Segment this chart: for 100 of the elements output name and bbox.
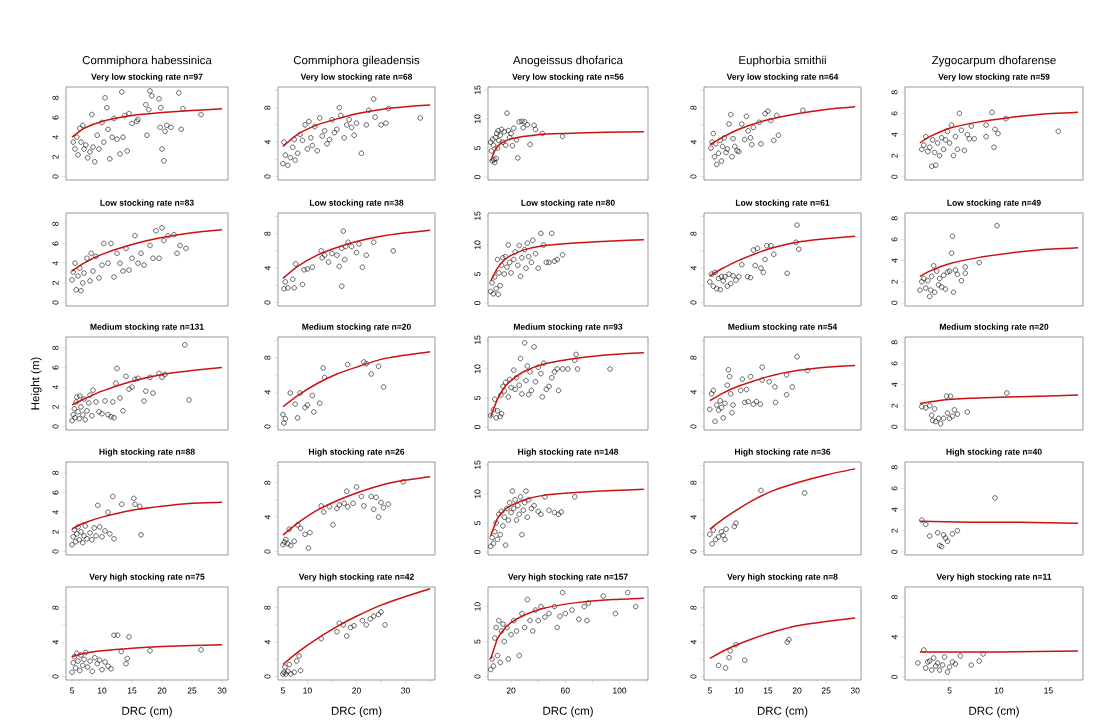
- point: [551, 509, 558, 516]
- point: [543, 259, 549, 265]
- point: [321, 509, 327, 515]
- point: [750, 401, 757, 407]
- point: [74, 134, 80, 140]
- point: [138, 532, 144, 538]
- point: [756, 119, 762, 125]
- point: [774, 112, 780, 119]
- point: [317, 115, 323, 121]
- point: [555, 511, 562, 517]
- point: [927, 533, 933, 539]
- point: [126, 634, 132, 640]
- point: [497, 532, 503, 538]
- point: [101, 240, 107, 247]
- point: [342, 256, 348, 263]
- point: [119, 501, 125, 507]
- point: [371, 96, 377, 102]
- point: [501, 514, 507, 520]
- point: [949, 659, 956, 665]
- point: [373, 494, 379, 500]
- point: [105, 126, 111, 132]
- point: [919, 404, 925, 410]
- point: [496, 270, 502, 276]
- x-tick-label: 30: [217, 687, 227, 694]
- point: [80, 540, 86, 546]
- point: [489, 656, 495, 662]
- point: [81, 656, 87, 662]
- point: [933, 663, 939, 669]
- point: [149, 93, 155, 99]
- y-tick-label: 8: [891, 216, 898, 221]
- point: [715, 275, 722, 282]
- point: [726, 374, 733, 380]
- line-series: [282, 475, 431, 536]
- point: [311, 409, 317, 415]
- point: [75, 409, 81, 415]
- point: [97, 657, 103, 663]
- y-tick-label: 4: [690, 265, 697, 271]
- point: [923, 665, 929, 671]
- point: [729, 154, 735, 160]
- point: [708, 145, 714, 151]
- point: [182, 342, 188, 348]
- point: [114, 136, 120, 142]
- point: [344, 488, 350, 494]
- point: [336, 620, 342, 626]
- point: [359, 264, 365, 270]
- y-tick-label: 6: [52, 115, 59, 120]
- point: [923, 134, 929, 140]
- point: [92, 655, 98, 661]
- point: [730, 136, 736, 142]
- point: [84, 255, 90, 261]
- point: [73, 539, 79, 545]
- point: [99, 262, 105, 268]
- point: [91, 525, 97, 531]
- point: [508, 130, 514, 137]
- point: [929, 163, 935, 169]
- line-series: [282, 587, 431, 666]
- point: [288, 671, 294, 677]
- point: [721, 135, 727, 141]
- point: [921, 142, 927, 148]
- point: [69, 418, 75, 424]
- point: [345, 361, 351, 368]
- chart-title: Anogeissus dhofarica: [513, 55, 623, 67]
- point: [111, 632, 117, 638]
- line-series: [282, 350, 431, 408]
- point: [946, 664, 953, 670]
- chart-title: High stocking rate n=40: [946, 448, 1042, 457]
- point: [120, 268, 126, 274]
- point: [143, 388, 149, 394]
- point: [633, 603, 639, 610]
- point: [524, 363, 530, 369]
- point: [330, 522, 336, 528]
- point: [522, 119, 528, 125]
- point: [710, 527, 716, 533]
- point: [82, 417, 88, 423]
- point: [504, 624, 510, 631]
- point: [720, 278, 726, 284]
- y-tick-label: 4: [891, 382, 898, 387]
- point: [318, 503, 324, 509]
- point: [747, 135, 754, 141]
- point: [712, 269, 718, 276]
- y-tick-label: 4: [52, 510, 59, 515]
- point: [944, 538, 951, 544]
- point: [488, 412, 494, 419]
- point: [495, 127, 501, 134]
- point: [74, 650, 80, 656]
- point: [366, 107, 372, 113]
- point: [994, 223, 1000, 229]
- point: [115, 632, 121, 638]
- point: [353, 250, 360, 256]
- point: [532, 126, 539, 133]
- point: [722, 665, 729, 671]
- point: [944, 128, 951, 134]
- point: [93, 533, 99, 539]
- y-tick-label: 8: [52, 221, 59, 226]
- point: [390, 248, 396, 254]
- point: [559, 133, 566, 139]
- point: [88, 250, 94, 256]
- point: [492, 635, 498, 641]
- point: [378, 122, 384, 128]
- point: [511, 617, 517, 624]
